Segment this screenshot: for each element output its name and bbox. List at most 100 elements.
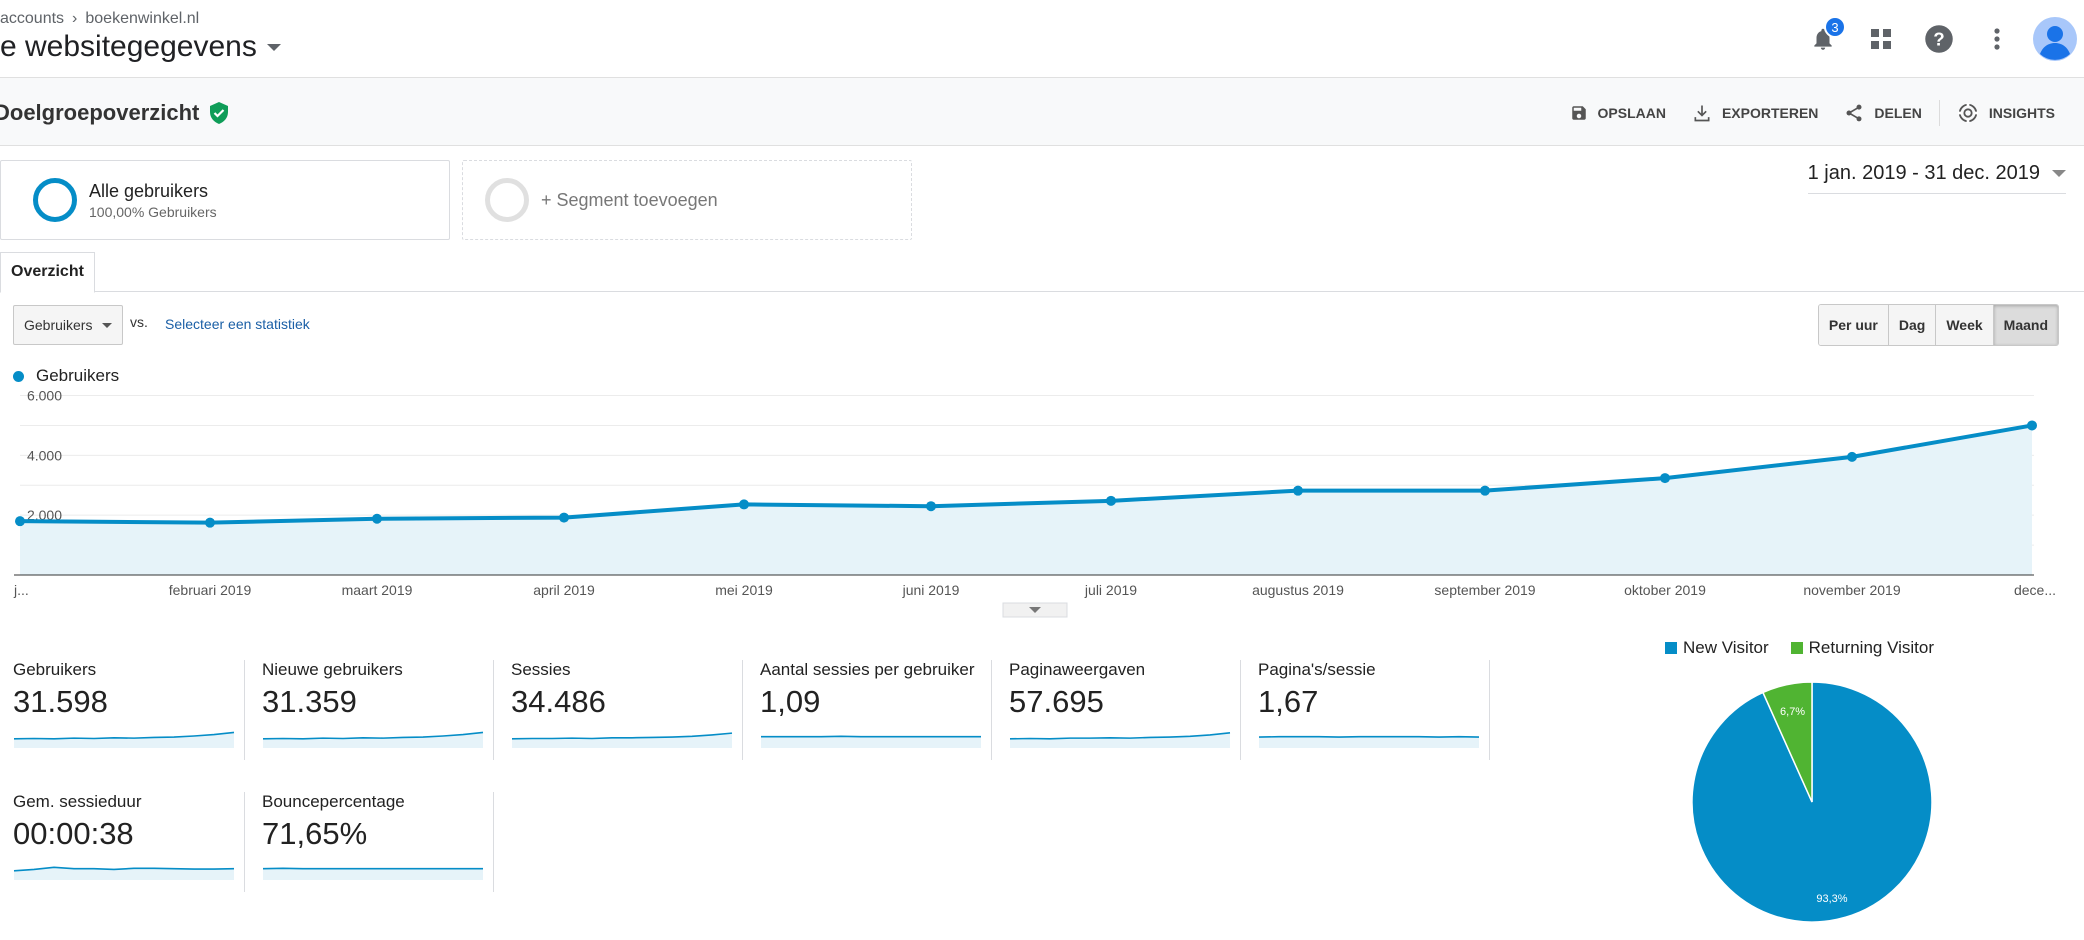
export-label: EXPORTEREN (1721, 105, 1819, 121)
share-label: DELEN (1874, 105, 1922, 121)
metric-value: 1,09 (760, 684, 821, 719)
segment-name: Alle gebruikers (89, 180, 209, 201)
metric-value: 1,67 (1258, 684, 1319, 719)
data-point (1847, 451, 1857, 462)
metric-value: 57.695 (1009, 684, 1104, 719)
header-icons: 3 ? (1794, 14, 2084, 64)
breadcrumb-accounts[interactable]: accounts (0, 10, 65, 27)
save-button[interactable]: OPSLAAN (1557, 104, 1679, 122)
metric-tile[interactable]: Aantal sessies per gebruiker 1,09 (747, 660, 992, 760)
insights-icon (1957, 102, 1978, 124)
metric-tile[interactable]: Pagina's/sessie 1,67 (1245, 660, 1490, 760)
metric-value: 34.486 (511, 684, 606, 719)
metric-sparkline (13, 866, 235, 880)
x-tick-label: dece... (2014, 582, 2056, 598)
share-button[interactable]: DELEN (1831, 103, 1934, 123)
data-point (1660, 473, 1670, 484)
sparkline-area (14, 732, 234, 748)
data-point (372, 513, 382, 524)
metric-label: Gem. sessieduur (13, 792, 142, 811)
legend-label: Gebruikers (36, 366, 120, 385)
date-range-picker[interactable]: 1 jan. 2019 - 31 dec. 2019 (1807, 162, 2066, 194)
save-icon (1571, 106, 1586, 120)
divider (1938, 100, 1940, 126)
metric-sparkline (262, 867, 483, 880)
metric-sparkline (511, 732, 733, 748)
help-button[interactable]: ? (1910, 14, 1968, 64)
data-point (1480, 485, 1490, 496)
metric-tile[interactable]: Bouncepercentage 71,65% (249, 792, 494, 892)
sparkline-line (511, 732, 733, 740)
breadcrumb-property[interactable]: boekenwinkel.nl (85, 10, 200, 27)
more-vert-icon (1994, 28, 2000, 50)
y-tick-label: 4.000 (27, 447, 62, 463)
metric-tile[interactable]: Nieuwe gebruikers 31.359 (249, 660, 494, 760)
granularity-day-button[interactable]: Dag (1888, 305, 1937, 345)
metric-label: Sessies (511, 660, 571, 679)
granularity-month-button[interactable]: Maand (1993, 305, 2058, 345)
metric-tile[interactable]: Gebruikers 31.598 (0, 660, 245, 760)
share-icon (1846, 104, 1862, 122)
metric-value: 31.598 (13, 684, 108, 719)
x-tick-label: juli 2019 (1084, 582, 1137, 598)
chevron-right-icon: › (72, 10, 78, 27)
x-tick-label: j... (13, 582, 29, 598)
metric-tile[interactable]: Paginaweergaven 57.695 (996, 660, 1241, 760)
sparkline-line (13, 731, 235, 740)
empty-segment-ring-icon (485, 178, 529, 222)
x-tick-label: augustus 2019 (1252, 582, 1344, 598)
granularity-week-button[interactable]: Week (1936, 305, 1994, 345)
download-icon (1694, 105, 1710, 122)
breadcrumb: accounts › boekenwinkel.nl (0, 10, 199, 28)
series-line (19, 423, 2033, 525)
report-actions: OPSLAAN EXPORTEREN DELEN INSIGHTS (1557, 100, 2069, 126)
pie-legend-returning-visitor: Returning Visitor (1790, 638, 1934, 658)
account-button[interactable] (2026, 14, 2084, 64)
metric-label: Gebruikers (13, 660, 97, 679)
vs-label: vs. (130, 314, 148, 330)
metric-tile[interactable]: Sessies 34.486 (498, 660, 743, 760)
date-range-label: 1 jan. 2019 - 31 dec. 2019 (1807, 162, 2040, 184)
chart-legend: Gebruikers (13, 366, 119, 386)
report-header: Doelgroepoverzicht OPSLAAN EXPORTEREN DE… (0, 78, 2084, 146)
users-line-chart: 6.000 4.000 2.000 j... februari 2019 maart 20… (13, 390, 2056, 618)
export-button[interactable]: EXPORTEREN (1679, 103, 1831, 123)
tab-overview[interactable]: Overzicht (0, 252, 95, 293)
metric-select-value: Gebruikers (24, 317, 93, 333)
sparkline-area (263, 732, 483, 748)
apps-button[interactable] (1852, 14, 1910, 64)
metric-sparkline (262, 731, 484, 748)
save-label: OPSLAAN (1597, 105, 1666, 121)
metric-value: 71,65% (262, 816, 368, 851)
metric-label: Aantal sessies per gebruiker (760, 660, 975, 679)
add-segment-button[interactable]: + Segment toevoegen (462, 160, 912, 240)
sparkline-area (1259, 736, 1479, 748)
report-tabs: Overzicht (0, 252, 2084, 293)
data-point (559, 512, 569, 523)
select-statistic-link[interactable]: Selecteer een statistiek (165, 316, 310, 332)
metric-label: Bouncepercentage (262, 792, 405, 811)
insights-button[interactable]: INSIGHTS (1944, 102, 2068, 124)
metric-tile[interactable]: Gem. sessieduur 00:00:38 (0, 792, 245, 892)
granularity-hour-button[interactable]: Per uur (1818, 305, 1889, 345)
metric-select[interactable]: Gebruikers (13, 305, 123, 345)
apps-grid-icon (1871, 29, 1891, 49)
granularity-toggle: Per uur Dag Week Maand (1817, 304, 2059, 346)
x-tick-label: oktober 2019 (1624, 582, 1706, 598)
legend-dot (13, 370, 24, 382)
visitor-type-pie-chart: 6,7% 93,3% (1691, 681, 1933, 923)
view-title: e websitegegevens (0, 30, 257, 63)
notifications-button[interactable]: 3 (1794, 14, 1852, 64)
segment-percentage: 100,00% Gebruikers (89, 203, 217, 220)
view-selector[interactable]: e websitegegevens (0, 30, 281, 64)
account-avatar-icon (2033, 17, 2077, 61)
more-options-button[interactable] (1968, 14, 2026, 64)
sparkline-area (512, 733, 732, 748)
metric-sparkline (761, 735, 981, 748)
metric-sparkline (13, 731, 235, 748)
segment-all-users[interactable]: Alle gebruikers 100,00% Gebruikers (0, 160, 450, 240)
x-tick-label: september 2019 (1434, 582, 1535, 598)
sparkline-area (14, 867, 234, 880)
data-point (1293, 485, 1303, 496)
notification-badge: 3 (1824, 16, 1846, 38)
